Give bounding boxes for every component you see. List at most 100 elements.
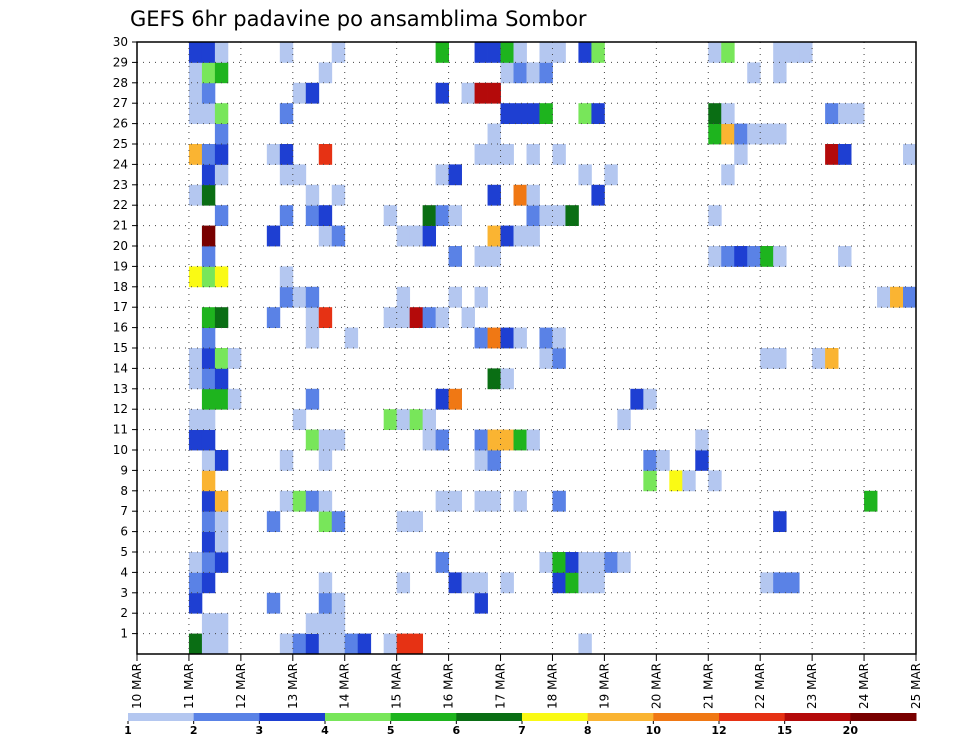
- heatmap-cell: [279, 286, 294, 308]
- heatmap-cell: [513, 490, 527, 512]
- heatmap-cell: [188, 348, 203, 369]
- heatmap-cell: [214, 266, 229, 288]
- colorbar: 1 2 3 4 5 6 7 8 10 12 15 20: [124, 713, 917, 737]
- heatmap-cell: [708, 205, 722, 226]
- heatmap-cell: [396, 409, 411, 430]
- y-axis-ticks: 1234567891011121314151617181920212223242…: [113, 35, 137, 641]
- heatmap-cell: [201, 511, 216, 532]
- heatmap-cell: [513, 103, 527, 124]
- heatmap-cell: [292, 409, 307, 430]
- heatmap-cell: [188, 633, 203, 655]
- heatmap-cell: [435, 82, 449, 104]
- heatmap-cell: [474, 450, 488, 471]
- heatmap-cell: [591, 184, 605, 206]
- heatmap-cell: [747, 62, 761, 84]
- heatmap-cell: [708, 103, 722, 124]
- heatmap-cell: [318, 144, 333, 165]
- heatmap-cell: [331, 429, 346, 451]
- heatmap-cell: [318, 225, 333, 247]
- colorbar-tick-label: 10: [646, 724, 662, 737]
- heatmap-cell: [552, 205, 566, 226]
- heatmap-cell: [201, 490, 216, 512]
- heatmap-cell: [305, 613, 320, 634]
- x-axis-ticks: 10 MAR 11 MAR 12 MAR 13 MAR 14 MAR 15 MAR 16 M…: [130, 654, 923, 709]
- y-tick-label: 27: [113, 96, 128, 110]
- heatmap-cell: [214, 164, 229, 186]
- heatmap-cell: [318, 490, 333, 512]
- x-tick-label: 14 MAR: [338, 663, 352, 709]
- grid-lines: [137, 42, 916, 654]
- heatmap-cell: [617, 409, 631, 430]
- y-tick-label: 28: [113, 76, 128, 90]
- heatmap-cell: [318, 572, 333, 594]
- heatmap-cell: [201, 62, 216, 84]
- y-tick-label: 20: [113, 239, 128, 253]
- heatmap-cell: [396, 572, 411, 594]
- heatmap-cell: [435, 42, 449, 63]
- heatmap-cell: [214, 42, 229, 63]
- heatmap-cell: [565, 205, 579, 226]
- heatmap-cell: [188, 409, 203, 430]
- heatmap-cell: [201, 184, 216, 206]
- x-tick-label: 17 MAR: [494, 663, 508, 709]
- heatmap-cell: [526, 144, 540, 165]
- heatmap-cell: [539, 103, 553, 124]
- heatmap-cell: [448, 572, 462, 594]
- heatmap-cell: [708, 123, 722, 145]
- y-tick-label: 6: [120, 525, 128, 539]
- heatmap-cell: [357, 633, 372, 655]
- heatmap-cell: [500, 368, 514, 390]
- heatmap-cell: [201, 613, 216, 634]
- heatmap-cell: [188, 103, 203, 124]
- heatmap-cell: [201, 633, 216, 655]
- heatmap-cell: [292, 164, 307, 186]
- heatmap-cell: [448, 164, 462, 186]
- y-tick-label: 10: [113, 443, 128, 457]
- y-tick-label: 9: [120, 463, 128, 477]
- heatmap-cell: [331, 225, 346, 247]
- heatmap-cell: [526, 103, 540, 124]
- heatmap-cell: [292, 82, 307, 104]
- heatmap-cell: [201, 470, 216, 492]
- heatmap-cell: [734, 144, 748, 165]
- heatmap-cell: [318, 307, 333, 328]
- heatmap-cell: [721, 164, 735, 186]
- heatmap-cell: [318, 450, 333, 471]
- heatmap-cell: [461, 572, 475, 594]
- heatmap-cell: [773, 511, 787, 532]
- heatmap-cell: [812, 348, 826, 369]
- heatmap-cell: [786, 572, 800, 594]
- x-tick-label: 24 MAR: [857, 663, 871, 709]
- heatmap-cell: [305, 205, 320, 226]
- heatmap-cell: [396, 511, 411, 532]
- heatmap-cell: [708, 470, 722, 492]
- x-tick-label: 13 MAR: [286, 663, 300, 709]
- heatmap-cell: [513, 327, 527, 349]
- heatmap-cell: [318, 205, 333, 226]
- heatmap-cell: [500, 225, 514, 247]
- heatmap-cell: [500, 429, 514, 451]
- heatmap-cell: [565, 552, 579, 573]
- heatmap-cell: [448, 246, 462, 267]
- heatmap-cell: [227, 348, 242, 369]
- heatmap-cell: [747, 123, 761, 145]
- heatmap-cell: [448, 205, 462, 226]
- heatmap-cell: [292, 633, 307, 655]
- heatmap-cell: [409, 409, 424, 430]
- heatmap-cell: [539, 552, 553, 573]
- heatmap-cell: [305, 286, 320, 308]
- heatmap-cell: [578, 103, 592, 124]
- y-tick-label: 21: [113, 219, 128, 233]
- heatmap-cell: [318, 633, 333, 655]
- heatmap-cell: [695, 429, 709, 451]
- heatmap-cell: [188, 144, 203, 165]
- heatmap-cell: [526, 205, 540, 226]
- heatmap-cell: [487, 246, 501, 267]
- heatmap-cell: [487, 42, 501, 63]
- heatmap-cell: [318, 613, 333, 634]
- heatmap-cell: [721, 123, 735, 145]
- heatmap-cell: [890, 286, 904, 308]
- heatmap-cell: [513, 429, 527, 451]
- colorbar-swatch: [259, 713, 326, 721]
- heatmap-cell: [578, 552, 592, 573]
